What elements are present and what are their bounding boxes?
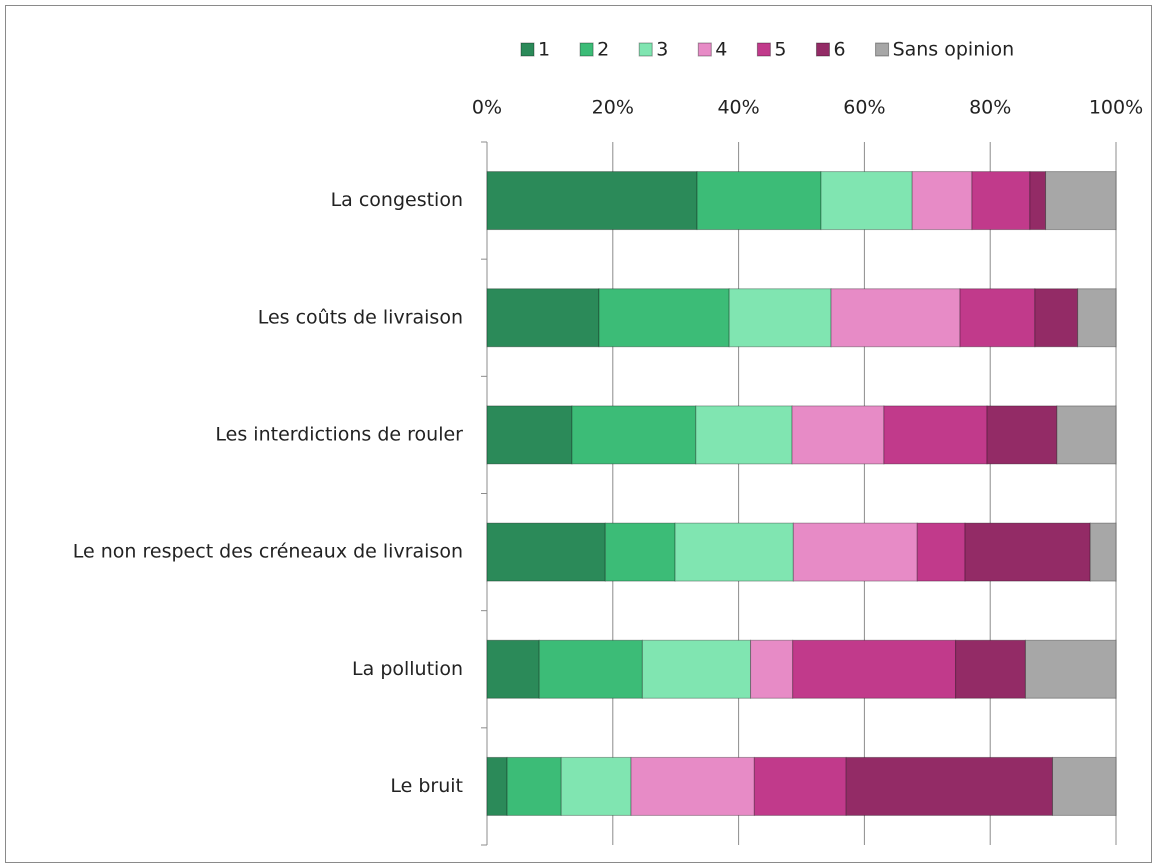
y-tick-label: Les interdictions de rouler xyxy=(215,423,463,445)
bar-segment xyxy=(674,522,794,582)
legend-label: 3 xyxy=(656,39,668,61)
bar-segment xyxy=(1051,756,1117,816)
bar-segment xyxy=(916,522,966,582)
y-tick-label: La pollution xyxy=(352,658,463,680)
bar-segment xyxy=(571,405,697,465)
legend-label: Sans opinion xyxy=(893,39,1015,61)
x-tick-label: 20% xyxy=(592,97,634,119)
bar-segment xyxy=(1077,288,1117,348)
bar-segment xyxy=(486,639,540,699)
bar-segment xyxy=(696,171,822,231)
bar-segment xyxy=(486,288,600,348)
bar-segment xyxy=(1034,288,1079,348)
bar-segment xyxy=(791,405,885,465)
bar-segment xyxy=(959,288,1036,348)
bar-segment xyxy=(845,756,1053,816)
bar-segment xyxy=(820,171,913,231)
legend-label: 2 xyxy=(597,39,609,61)
legend-label: 1 xyxy=(538,39,550,61)
legend-swatch xyxy=(875,42,890,57)
legend-swatch xyxy=(638,42,653,57)
bar-segment xyxy=(750,639,794,699)
legend-swatch xyxy=(579,42,594,57)
bar-segment xyxy=(486,171,698,231)
bar-segment xyxy=(1045,171,1117,231)
bar-segment xyxy=(883,405,988,465)
bar-segment xyxy=(1089,522,1117,582)
y-tick-label: Les coûts de livraison xyxy=(258,306,463,328)
bar-segment xyxy=(1024,639,1117,699)
bar-segment xyxy=(630,756,755,816)
legend-label: 5 xyxy=(774,39,786,61)
bar-segment xyxy=(971,171,1031,231)
bar-segment xyxy=(538,639,643,699)
legend-swatch xyxy=(697,42,712,57)
bar-segment xyxy=(604,522,676,582)
y-tick-label: Le bruit xyxy=(390,775,463,797)
bar-segment xyxy=(753,756,847,816)
x-tick-label: 0% xyxy=(472,97,502,119)
bar-segment xyxy=(486,522,606,582)
x-tick-label: 60% xyxy=(843,97,885,119)
bar-segment xyxy=(792,522,918,582)
bar-segment xyxy=(911,171,973,231)
bar-segment xyxy=(955,639,1026,699)
y-tick-label: Le non respect des créneaux de livraison xyxy=(73,541,463,563)
bar-segment xyxy=(598,288,730,348)
x-tick-label: 100% xyxy=(1089,97,1143,119)
bar-segment xyxy=(506,756,562,816)
y-tick-label: La congestion xyxy=(331,189,463,211)
bar-segment xyxy=(986,405,1058,465)
x-tick-label: 40% xyxy=(717,97,759,119)
bar-segment xyxy=(1029,171,1047,231)
bar-segment xyxy=(1056,405,1117,465)
bar-segment xyxy=(964,522,1091,582)
bar-segment xyxy=(560,756,632,816)
legend-swatch xyxy=(815,42,830,57)
bar-segment xyxy=(641,639,752,699)
legend-label: 6 xyxy=(833,39,845,61)
legend-swatch xyxy=(520,42,535,57)
x-tick-label: 80% xyxy=(969,97,1011,119)
legend-label: 4 xyxy=(715,39,727,61)
bar-segment xyxy=(792,639,957,699)
bar-segment xyxy=(695,405,793,465)
bar-segment xyxy=(830,288,961,348)
bar-segment xyxy=(728,288,832,348)
bar-segment xyxy=(486,405,573,465)
legend-swatch xyxy=(756,42,771,57)
bar-segment xyxy=(486,756,508,816)
